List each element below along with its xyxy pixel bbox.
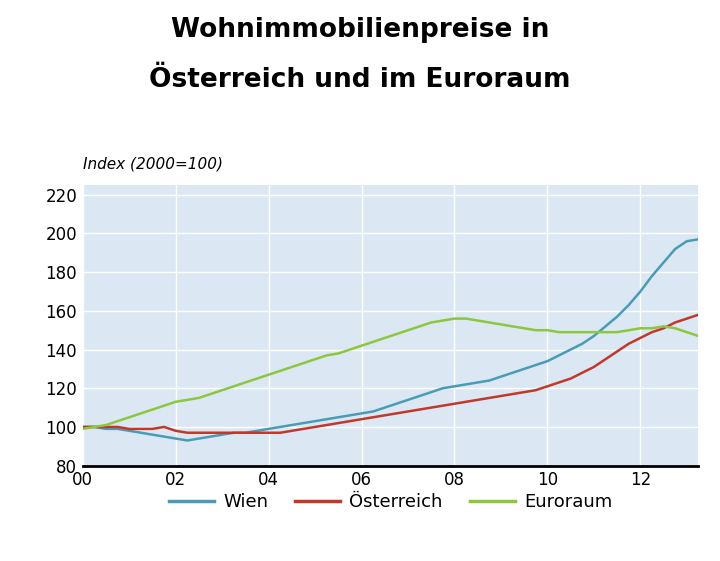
Text: Index (2000=100): Index (2000=100) — [83, 156, 222, 171]
Text: Österreich und im Euroraum: Österreich und im Euroraum — [149, 67, 571, 93]
Text: Wohnimmobilienpreise in: Wohnimmobilienpreise in — [171, 17, 549, 43]
Legend: Wien, Österreich, Euroraum: Wien, Österreich, Euroraum — [162, 486, 619, 518]
